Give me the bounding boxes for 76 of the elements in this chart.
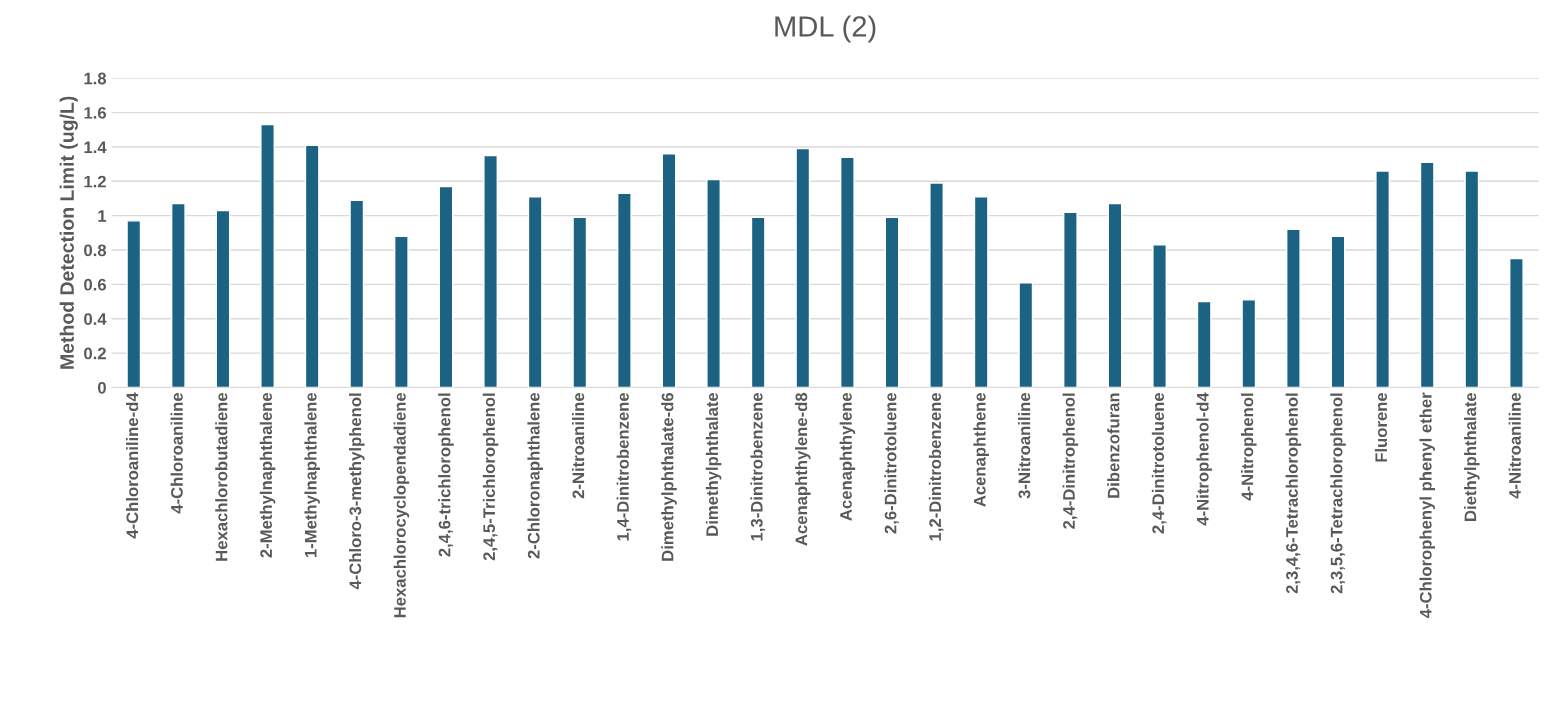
x-tick-label: 2-Chloronaphthalene (527, 392, 543, 559)
y-tick-label: 0 (97, 381, 106, 394)
bar (393, 235, 409, 388)
bar (616, 192, 632, 388)
x-tick-label: 4-Chlorophenyl phenyl ether (1419, 392, 1435, 619)
bar (661, 153, 677, 388)
bar (884, 216, 900, 388)
bar (215, 209, 231, 388)
x-tick-label: 1,2-Dinitrobenzene (928, 392, 944, 541)
bar (973, 196, 989, 388)
x-tick-label: 3-Nitroaniline (1018, 392, 1031, 499)
chart-title: MDL (2) (775, 15, 876, 43)
x-tick-label: Dimethylphthalate (705, 392, 722, 536)
bar (1107, 202, 1123, 388)
bar (1063, 211, 1078, 388)
y-axis-title: Method Detection Limit (ug/L) (59, 96, 78, 369)
bar (349, 199, 365, 388)
bar (1464, 170, 1480, 388)
bar (706, 178, 721, 388)
bar (1286, 228, 1301, 388)
x-tick-label: Diethylphthalate (1464, 392, 1480, 521)
bar (1375, 170, 1390, 388)
x-tick-label: 2,6-Dinitrotoluene (884, 392, 899, 534)
y-tick-label: 1.2 (84, 175, 106, 188)
x-tick-label: Hexachlorocyclopendadiene (393, 392, 410, 618)
y-tick-label: 1 (98, 210, 107, 222)
x-tick-label: 2,4-Dinitrotoluene (1151, 392, 1167, 534)
bar (572, 216, 588, 388)
bar (1241, 299, 1257, 388)
x-tick-label: 4-Chloroaniline (170, 392, 183, 514)
bar (438, 185, 454, 388)
bar (929, 182, 944, 388)
x-tick-label: 1,4-Dinitrobenzene (616, 392, 632, 541)
x-tick-label: Dibenzofuran (1107, 393, 1120, 498)
x-tick-label: 2-Nitroaniline (572, 392, 585, 499)
x-tick-label: Acenaphthylene-d8 (795, 392, 811, 546)
x-tick-label: 4-Nitrophenol (1241, 393, 1257, 501)
y-tick-label: 0.4 (84, 313, 107, 325)
x-tick-label: 4-Chloroaniline-d4 (125, 392, 139, 539)
bar (126, 220, 142, 388)
x-tick-label: Fluorene (1374, 392, 1388, 462)
bar (1196, 300, 1212, 388)
x-tick-label: 2,4-Dinitrophenol (1062, 393, 1079, 529)
x-tick-label: 4-Nitroaniline (1508, 392, 1521, 499)
x-tick-label: 2,3,4,6-Tetrachlorophenol (1285, 393, 1302, 594)
bar (839, 156, 855, 388)
x-tick-label: 4-Chloro-3-methylphenol (349, 393, 365, 590)
x-tick-label: 1,3-Dinitrobenzene (750, 392, 766, 541)
y-tick-label: 1.6 (84, 106, 106, 119)
bar (750, 216, 766, 388)
x-tick-label: Hexachlorobutadiene (215, 392, 228, 561)
bar (170, 202, 186, 388)
bar (1419, 161, 1435, 388)
bar (1509, 257, 1524, 388)
bar (483, 154, 498, 388)
bar (527, 196, 543, 388)
x-tick-label: 2-Methylnaphthalene (259, 392, 276, 558)
x-tick-label: 1-Methylnaphthalene (304, 392, 320, 558)
bar (1330, 235, 1346, 388)
x-tick-label: 2,4,5-Trichlorophenol (482, 393, 499, 561)
x-tick-label: Dimethylphthalate-d6 (661, 392, 677, 561)
bar (795, 147, 811, 388)
x-tick-label: Acenaphthylene (839, 392, 856, 521)
y-tick-label: 1.4 (84, 141, 107, 153)
y-tick-label: 0.6 (84, 278, 106, 291)
bar (260, 123, 275, 388)
bar (1018, 281, 1034, 388)
x-tick-label: 4-Nitrophenol-d4 (1196, 392, 1212, 526)
x-tick-label: Acenaphthene (973, 392, 989, 507)
bar (1152, 244, 1167, 388)
y-tick-label: 0.8 (84, 244, 107, 257)
y-tick-label: 1.8 (84, 72, 107, 85)
bar (304, 144, 320, 388)
x-tick-label: 2,4,6-trichlorophenol (438, 393, 454, 557)
x-tick-label: 2,3,5,6-Tetrachlorophenol (1330, 393, 1346, 594)
y-tick-label: 0.2 (84, 347, 106, 360)
